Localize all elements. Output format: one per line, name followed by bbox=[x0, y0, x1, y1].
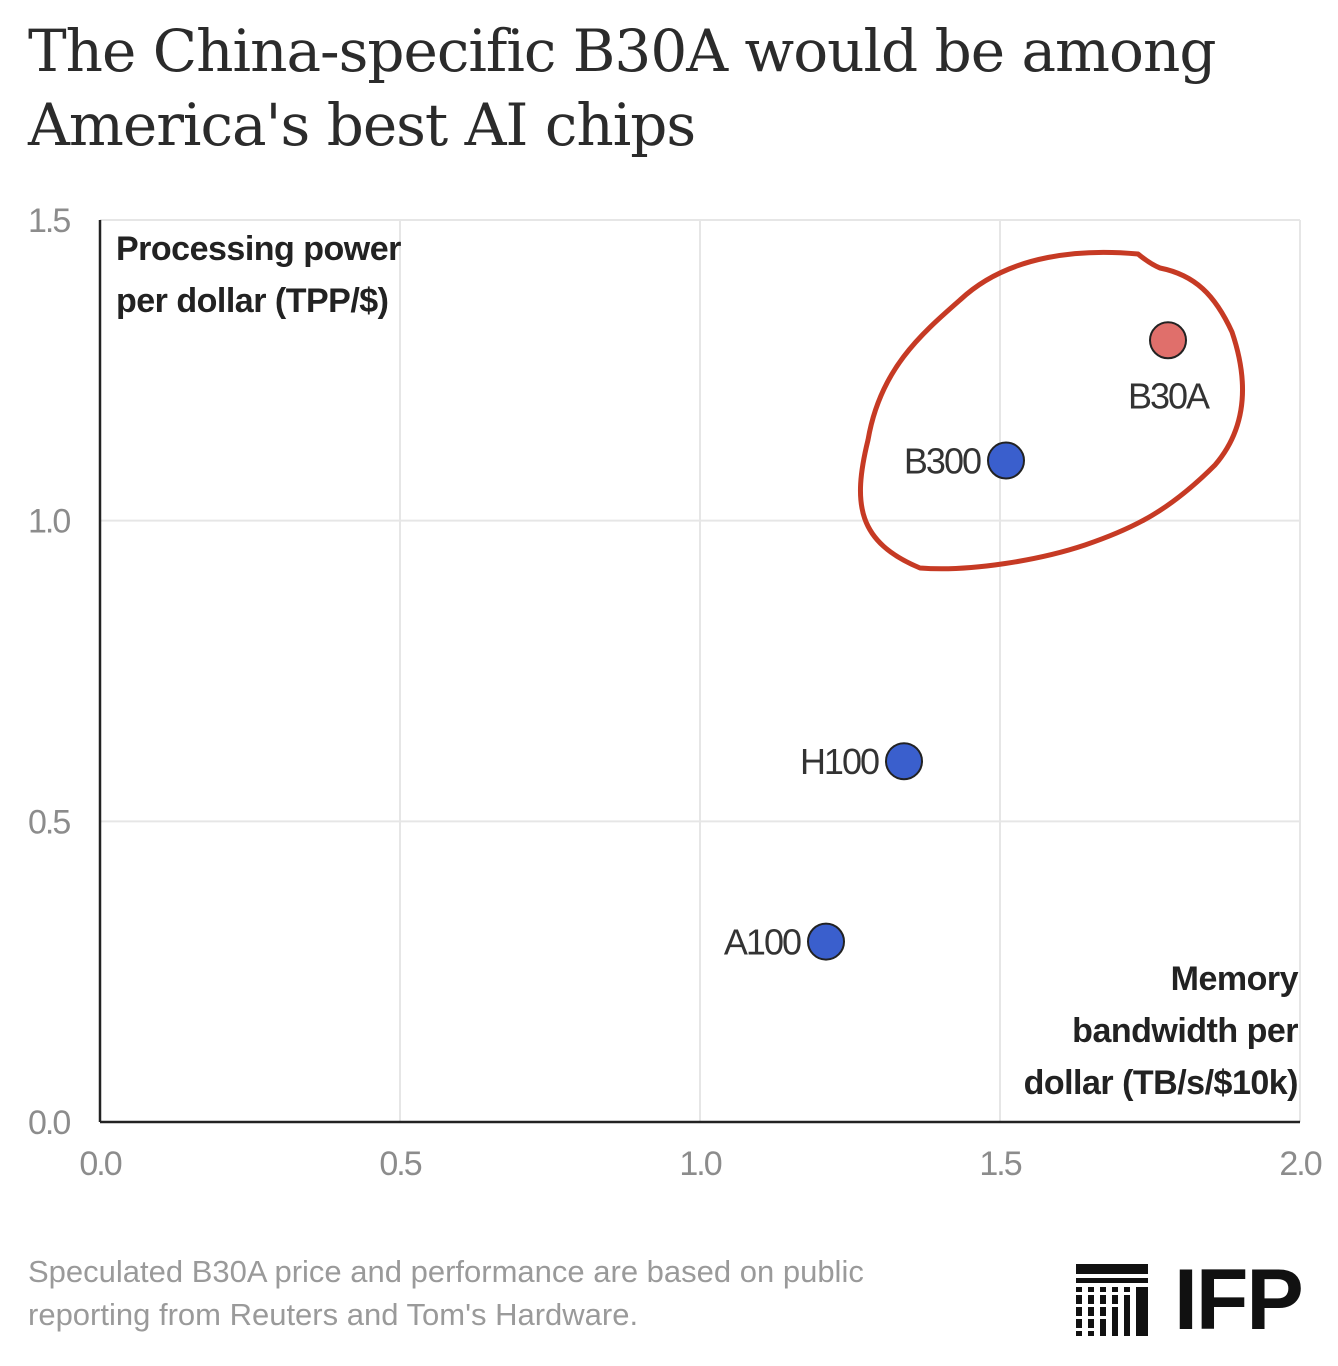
axes bbox=[98, 220, 1300, 1124]
grid bbox=[100, 219, 1301, 1122]
point-b300 bbox=[987, 441, 1025, 480]
y-tick-label: 1.0 bbox=[28, 503, 70, 541]
ifp-logo-text: IFP bbox=[1174, 1252, 1304, 1348]
point-a100 bbox=[807, 922, 845, 961]
x-axis-title-line: Memory bbox=[1171, 960, 1299, 998]
x-tick-label: 1.0 bbox=[679, 1145, 721, 1183]
footnote-line-2: reporting from Reuters and Tom's Hardwar… bbox=[28, 1297, 639, 1332]
y-tick-label: 1.5 bbox=[28, 202, 70, 240]
point-label-h100: H100 bbox=[800, 741, 879, 782]
x-tick-label: 1.5 bbox=[979, 1145, 1021, 1183]
y-axis-title: Processing power per dollar (TPP/$) bbox=[116, 230, 402, 320]
ifp-stripes-icon bbox=[1076, 1264, 1148, 1336]
y-axis-title-line: Processing power bbox=[116, 230, 401, 268]
footnote-line-1: Speculated B30A price and performance ar… bbox=[28, 1254, 864, 1289]
point-label-a100: A100 bbox=[724, 922, 801, 963]
x-tick-label: 0.5 bbox=[379, 1145, 421, 1183]
y-tick-label: 0.0 bbox=[28, 1104, 70, 1142]
chart-title-line-1: The China-specific B30A would be among bbox=[28, 17, 1216, 85]
x-tick-label: 0.0 bbox=[79, 1145, 121, 1183]
x-axis-title: Memory bandwidth per dollar (TB/s/$10k) bbox=[1024, 960, 1300, 1102]
point-label-b30a: B30A bbox=[1128, 375, 1210, 416]
data-points: A100 H100 B300 B30A bbox=[724, 321, 1212, 963]
point-h100 bbox=[885, 742, 923, 781]
y-tick-label: 0.5 bbox=[28, 803, 70, 841]
chart-title-line-2: America's best AI chips bbox=[28, 91, 696, 159]
annotation-circle bbox=[857, 249, 1245, 572]
tick-labels: 0.0 0.5 1.0 1.5 2.0 0.0 0.5 1.0 1.5 bbox=[28, 202, 1324, 1183]
y-axis-title-line: per dollar (TPP/$) bbox=[116, 282, 389, 320]
point-b30a bbox=[1149, 321, 1187, 360]
point-label-b300: B300 bbox=[904, 441, 981, 482]
chart-title: The China-specific B30A would be among A… bbox=[28, 14, 1318, 162]
x-axis-title-line: bandwidth per bbox=[1072, 1012, 1298, 1050]
x-axis-title-line: dollar (TB/s/$10k) bbox=[1024, 1064, 1298, 1102]
footnote: Speculated B30A price and performance ar… bbox=[28, 1250, 1008, 1336]
ifp-logo: IFP bbox=[1076, 1252, 1326, 1348]
x-tick-label: 2.0 bbox=[1279, 1145, 1321, 1183]
